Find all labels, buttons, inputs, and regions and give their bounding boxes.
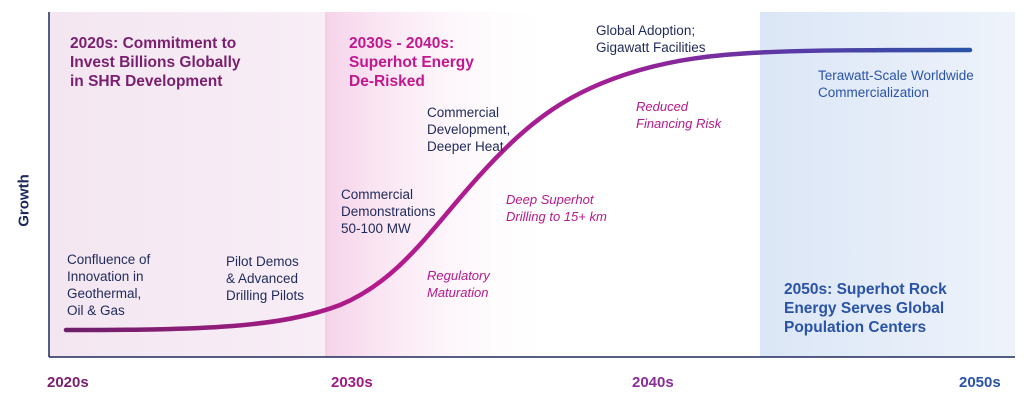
x-tick-2050s: 2050s	[959, 374, 1001, 391]
x-tick-2030s: 2030s	[331, 374, 373, 391]
enabler-deep-drilling: Deep Superhot Drilling to 15+ km	[506, 192, 607, 224]
x-tick-2020s: 2020s	[47, 374, 89, 391]
phase2-band	[326, 12, 556, 357]
milestone-confluence: Confluence of Innovation in Geothermal, …	[67, 252, 151, 318]
phase3-heading: 2050s: Superhot Rock Energy Serves Globa…	[784, 281, 947, 336]
enabler-financing: Reduced Financing Risk	[636, 99, 722, 131]
milestone-global-adoption: Global Adoption; Gigawatt Facilities	[596, 23, 706, 55]
enabler-regulatory: Regulatory Maturation	[427, 268, 490, 300]
phase3-band	[760, 12, 1015, 357]
milestone-pilot: Pilot Demos & Advanced Drilling Pilots	[226, 254, 305, 303]
phase2-heading: 2030s - 2040s: Superhot Energy De-Risked	[349, 35, 474, 90]
milestone-commercial-demo: Commercial Demonstrations 50-100 MW	[341, 187, 436, 236]
y-axis-label: Growth	[15, 174, 33, 227]
milestone-terawatt: Terawatt-Scale Worldwide Commercializati…	[818, 68, 974, 100]
phase1-band	[49, 12, 326, 357]
phase1-heading: 2020s: Commitment to Invest Billions Glo…	[70, 35, 241, 90]
milestone-commercial-dev: Commercial Development, Deeper Heat	[427, 105, 511, 154]
x-tick-2040s: 2040s	[632, 374, 674, 391]
growth-curve	[63, 47, 973, 333]
